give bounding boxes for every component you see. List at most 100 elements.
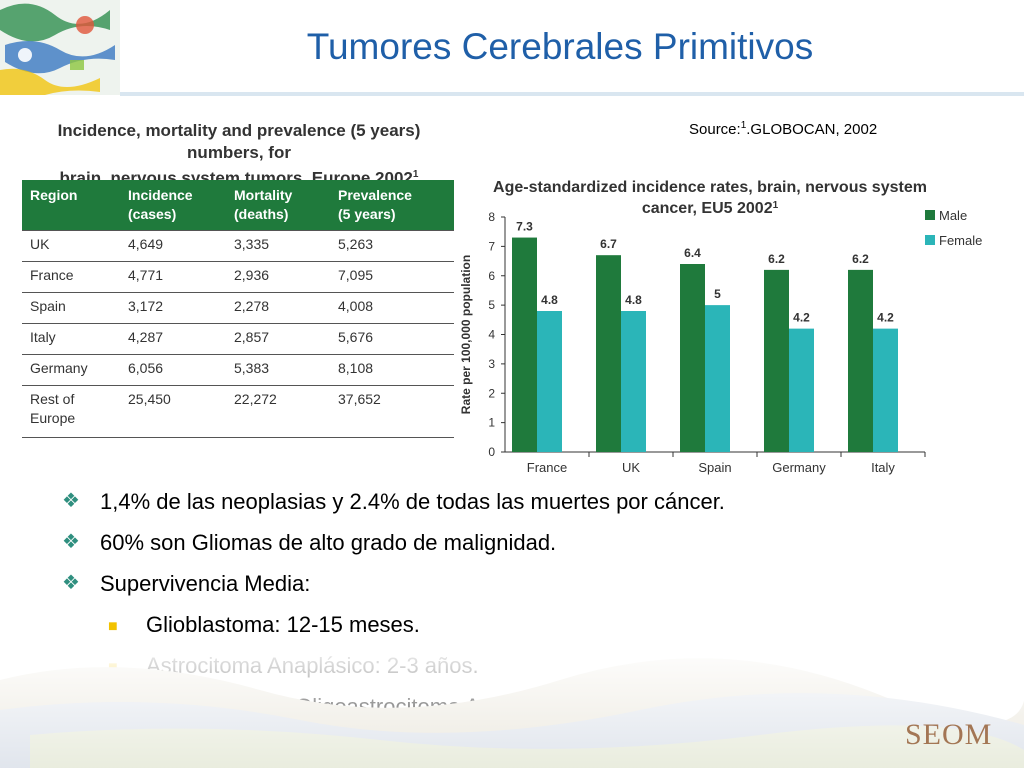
source-label: Source:	[689, 121, 741, 138]
data-label: 7.3	[516, 220, 533, 234]
cell-region: France	[22, 261, 120, 293]
y-tick-label: 6	[488, 269, 495, 283]
x-tick-label: UK	[622, 460, 640, 475]
cell-region: UK	[22, 230, 120, 262]
x-tick-label: Germany	[772, 460, 826, 475]
cell-incidence: 6,056	[120, 354, 226, 386]
incidence-table: Region Incidence (cases) Mortality (deaths…	[22, 180, 454, 438]
x-tick-label: Spain	[698, 460, 731, 475]
y-tick-label: 3	[488, 357, 495, 371]
bar-male	[596, 255, 621, 452]
data-label: 6.7	[600, 237, 617, 251]
header-mortality: Mortality (deaths)	[226, 180, 330, 231]
cell-prevalence: 4,008	[330, 292, 454, 324]
y-tick-label: 1	[488, 416, 495, 430]
bar-male	[680, 264, 705, 452]
bullet-text: Supervivencia Media:	[100, 571, 311, 596]
cell-mortality: 2,857	[226, 323, 330, 355]
cell-incidence: 25,450	[120, 385, 226, 438]
sub-bullet-item: ■ Glioblastoma: 12-15 meses.	[108, 611, 725, 638]
cell-prevalence: 37,652	[330, 385, 454, 438]
cell-prevalence: 7,095	[330, 261, 454, 293]
data-label: 6.4	[684, 246, 701, 260]
bullet-item: ❖ Supervivencia Media:	[62, 570, 725, 597]
data-label: 4.2	[793, 311, 810, 325]
table-title-sup: 1	[412, 169, 419, 180]
table-row: Germany 6,056 5,383 8,108	[22, 354, 454, 386]
incidence-bar-chart: Age-standardized incidence rates, brain,…	[459, 179, 982, 475]
legend-label: Female	[939, 233, 982, 248]
x-tick-label: Italy	[871, 460, 895, 475]
bullet-item: ❖ 1,4% de las neoplasias y 2.4% de todas …	[62, 488, 725, 515]
table-header-row: Region Incidence (cases) Mortality (deaths…	[22, 180, 454, 231]
y-tick-label: 0	[488, 445, 495, 459]
y-tick-label: 8	[488, 210, 495, 224]
square-bullet-icon: ■	[108, 618, 118, 635]
data-label: 4.8	[625, 293, 642, 307]
cell-mortality: 3,335	[226, 230, 330, 262]
legend-swatch	[925, 235, 935, 245]
source-note: Source:1.GLOBOCAN, 2002	[689, 120, 877, 138]
cell-mortality: 22,272	[226, 385, 330, 438]
cell-incidence: 3,172	[120, 292, 226, 324]
diamond-four-icon: ❖	[62, 531, 80, 553]
data-label: 6.2	[768, 252, 785, 266]
y-tick-label: 5	[488, 298, 495, 312]
cell-prevalence: 8,108	[330, 354, 454, 386]
bullet-text: 1,4% de las neoplasias y 2.4% de todas l…	[100, 489, 725, 514]
slide-title: Tumores Cerebrales Primitivos	[306, 26, 814, 67]
table-row: UK 4,649 3,335 5,263	[22, 230, 454, 262]
bullet-item: ❖ 60% son Gliomas de alto grado de malign…	[62, 529, 725, 556]
cell-incidence: 4,771	[120, 261, 226, 293]
seom-logo: SEOM	[905, 718, 993, 751]
diamond-four-icon: ❖	[62, 490, 80, 512]
data-label: 4.2	[877, 311, 894, 325]
table-row: Rest of Europe 25,450 22,272 37,652	[22, 385, 454, 438]
header-rule	[120, 92, 1024, 96]
source-sup: 1	[740, 120, 747, 131]
table-row: Italy 4,287 2,857 5,676	[22, 323, 454, 355]
cell-region: Italy	[22, 323, 120, 355]
bar-female	[789, 328, 814, 452]
diamond-four-icon: ❖	[62, 572, 80, 594]
header-incidence: Incidence (cases)	[120, 180, 226, 231]
cell-mortality: 2,936	[226, 261, 330, 293]
chart-title-line1: Age-standardized incidence rates, brain,…	[493, 179, 927, 196]
y-axis-label: Rate per 100,000 population	[459, 255, 473, 414]
source-text: .GLOBOCAN, 2002	[746, 121, 878, 138]
bar-female	[621, 311, 646, 452]
table-row: France 4,771 2,936 7,095	[22, 261, 454, 293]
table-title-line1: Incidence, mortality and prevalence (5 y…	[57, 121, 421, 162]
header-prevalence: Prevalence (5 years)	[330, 180, 454, 231]
y-tick-label: 7	[488, 239, 495, 253]
bullet-text: 60% son Gliomas de alto grado de maligni…	[100, 530, 557, 555]
bar-male	[512, 237, 537, 452]
table-row: Spain 3,172 2,278 4,008	[22, 292, 454, 324]
chart-title-line2: cancer, EU5 20021	[642, 200, 779, 218]
data-label: 6.2	[852, 252, 869, 266]
cell-region: Rest of Europe	[22, 385, 120, 438]
legend-label: Male	[939, 208, 967, 223]
cell-region: Spain	[22, 292, 120, 324]
y-tick-label: 2	[488, 386, 495, 400]
cell-incidence: 4,287	[120, 323, 226, 355]
data-label: 5	[714, 287, 721, 301]
cell-prevalence: 5,676	[330, 323, 454, 355]
bullet-text: Glioblastoma: 12-15 meses.	[146, 612, 420, 637]
bar-male	[848, 269, 873, 452]
bar-male	[764, 269, 789, 452]
data-label: 4.8	[541, 293, 558, 307]
mosaic-decoration-bottom	[0, 640, 1024, 768]
bar-female	[705, 305, 730, 452]
bar-female	[537, 311, 562, 452]
cell-incidence: 4,649	[120, 230, 226, 262]
cell-region: Germany	[22, 354, 120, 386]
legend-swatch	[925, 210, 935, 220]
mosaic-decoration-top	[0, 0, 120, 95]
cell-prevalence: 5,263	[330, 230, 454, 262]
cell-mortality: 2,278	[226, 292, 330, 324]
header-region: Region	[22, 180, 120, 231]
x-tick-label: France	[527, 460, 567, 475]
y-tick-label: 4	[488, 328, 495, 342]
cell-mortality: 5,383	[226, 354, 330, 386]
